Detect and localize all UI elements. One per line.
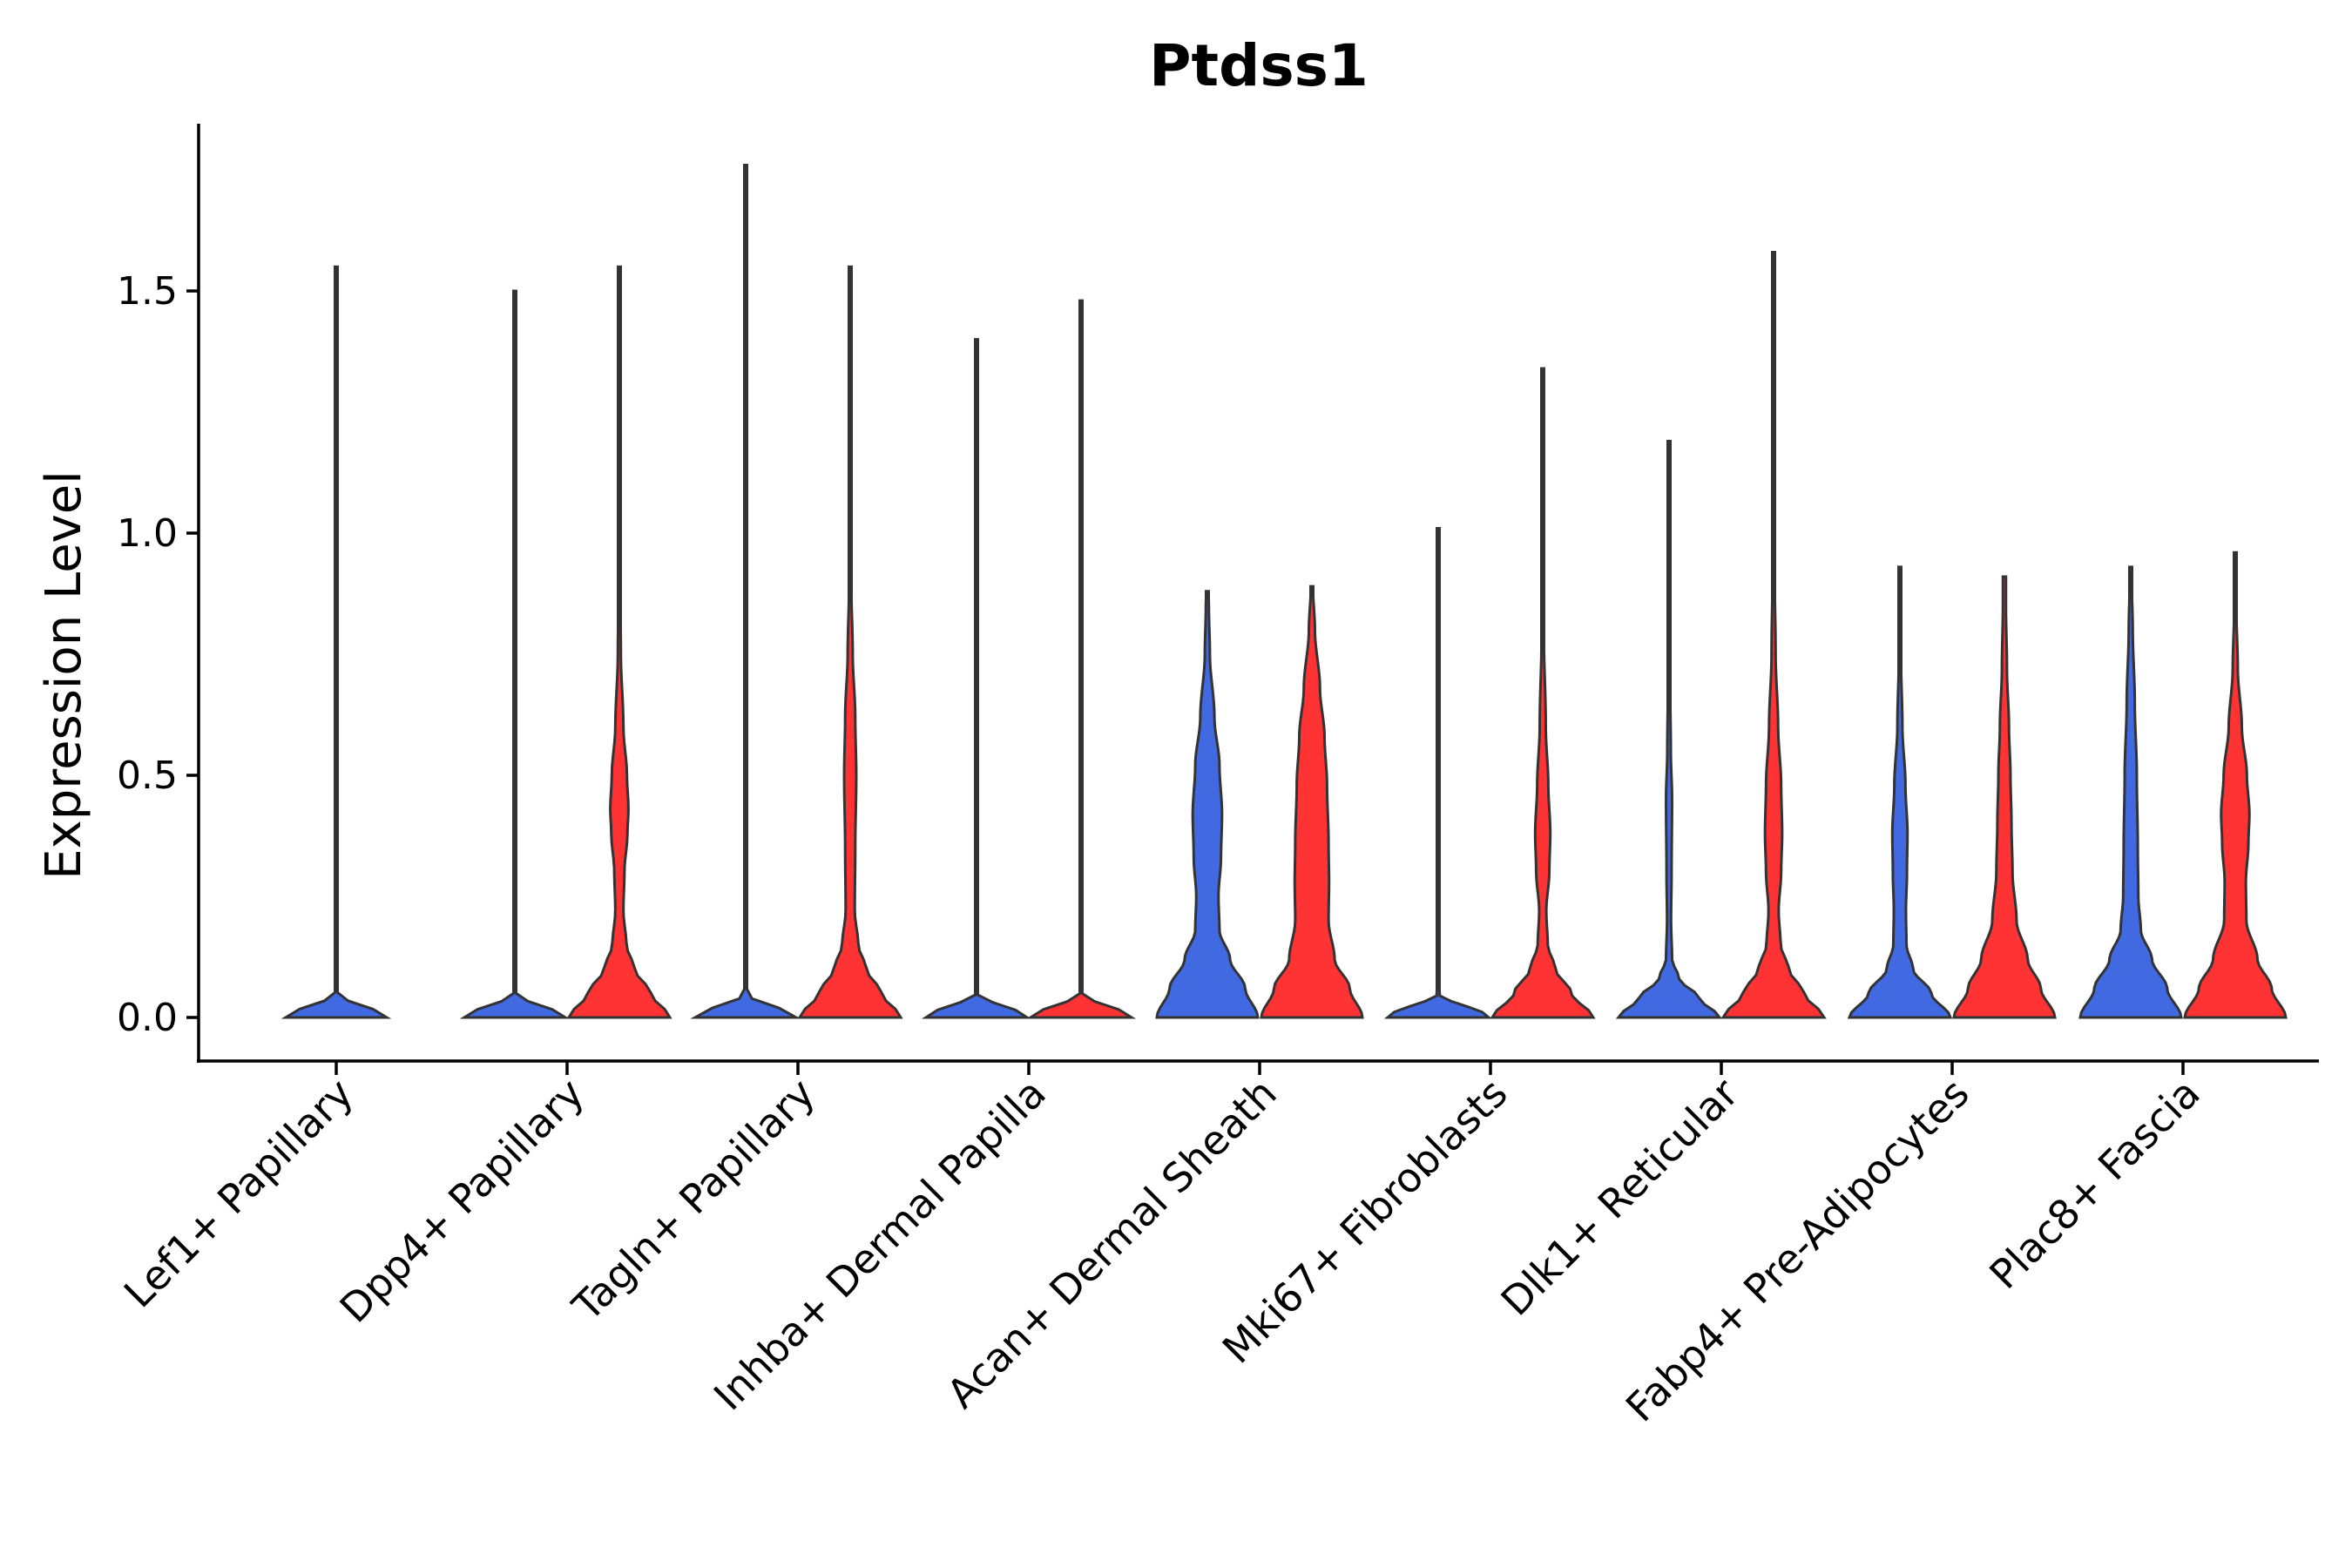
violin-layer <box>280 163 2288 1019</box>
violin-group_b-5 <box>1260 585 1364 1019</box>
x-tick-label: Dpp4+ Papillary <box>331 1070 593 1332</box>
y-axis-label: Expression Level <box>36 470 92 880</box>
y-ticks: 0.0 0.5 1.0 1.5 <box>117 269 199 1040</box>
x-tick-label: Plac8+ Fascia <box>1980 1070 2208 1298</box>
x-tick-label: Dlk1+ Reticular <box>1492 1070 1747 1325</box>
violin-group_a-9 <box>2078 565 2183 1019</box>
violin-group_a-4 <box>921 338 1032 1019</box>
y-tick-label: 0.0 <box>117 996 178 1040</box>
violin-group_a-3 <box>690 163 801 1019</box>
violin-group_b-8 <box>1952 575 2057 1019</box>
x-tick-label: Lef1+ Papillary <box>115 1070 362 1317</box>
violin-group_b-7 <box>1720 251 1827 1019</box>
violin-group_b-6 <box>1490 367 1596 1019</box>
axes <box>197 124 2319 1063</box>
violin-group_a-8 <box>1847 565 1953 1019</box>
violin-group_a-6 <box>1383 526 1493 1019</box>
violin-group_b-9 <box>2183 551 2288 1019</box>
violin-group_a-7 <box>1615 439 1723 1019</box>
y-tick-label: 1.5 <box>117 269 178 314</box>
violin-group_b-2 <box>566 265 672 1019</box>
violin-group_b-4 <box>1025 299 1137 1019</box>
violin-group_a-5 <box>1155 590 1260 1019</box>
y-tick-label: 1.0 <box>117 511 178 556</box>
violin-group_b-3 <box>797 265 903 1019</box>
y-tick-label: 0.5 <box>117 754 178 798</box>
violin-group_a-1 <box>280 265 392 1019</box>
violin-group_a-2 <box>459 289 571 1019</box>
chart-title: Ptdss1 <box>1149 32 1369 99</box>
x-tick-label: Tagln+ Papillary <box>563 1070 824 1331</box>
